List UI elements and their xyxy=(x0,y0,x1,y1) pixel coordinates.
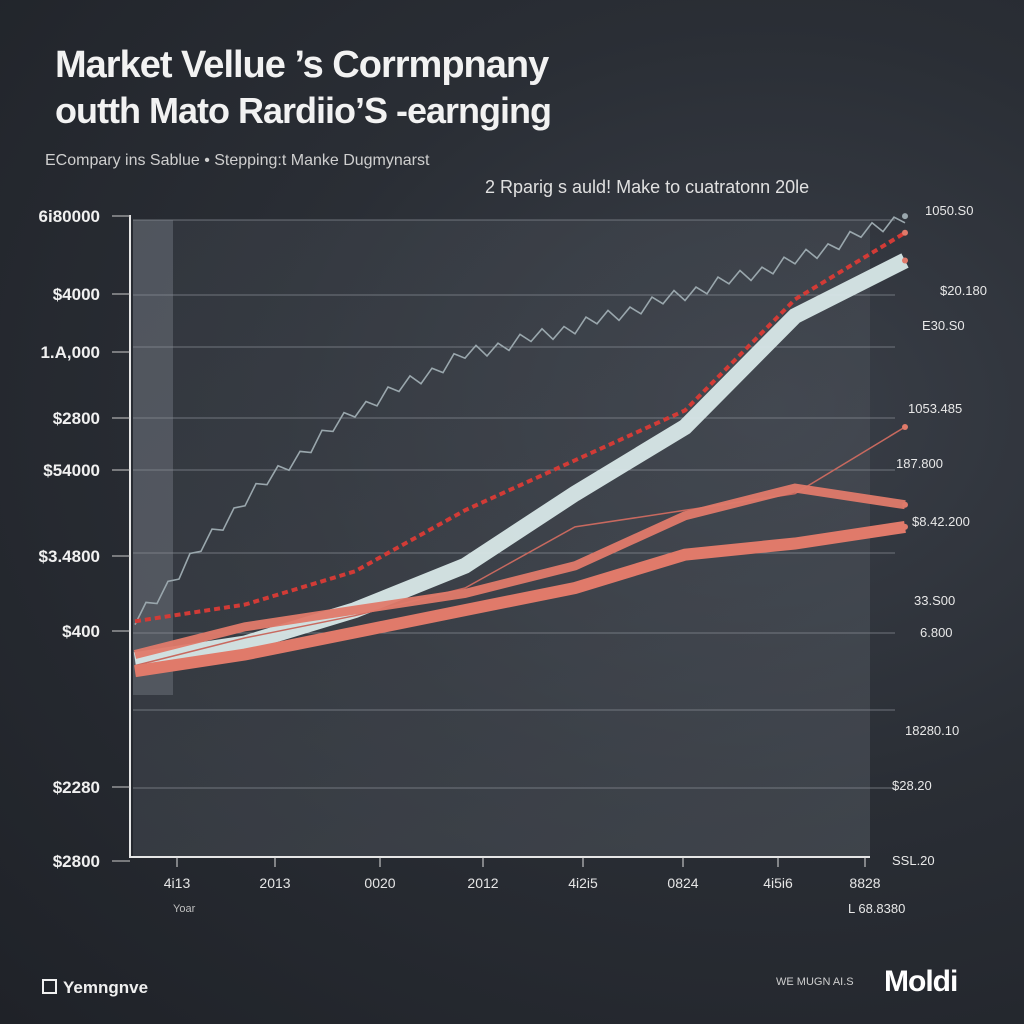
box-icon xyxy=(42,979,57,994)
x-tick-label: 4i5i6 xyxy=(763,875,793,891)
brand-logo: Moldi xyxy=(884,965,958,998)
chart-note: 2 Rparig s auld! Make to cuatratonn 20le xyxy=(485,177,810,197)
y-tick-label: $2800 xyxy=(53,409,100,428)
series-line-gray xyxy=(134,216,906,625)
gridlines xyxy=(133,219,895,789)
x-axis-label: Yoar xyxy=(173,903,196,915)
series-line-salmon-upper xyxy=(133,483,906,659)
y-tick-label: $400 xyxy=(62,622,100,641)
x-tick-label: 2013 xyxy=(259,875,290,891)
series-end-point xyxy=(902,257,908,264)
right-value-label: 1050.S0 xyxy=(925,203,973,218)
x-tick-label: 4i2i5 xyxy=(568,875,598,891)
footer-left-text: Yemngnve xyxy=(63,978,149,997)
series-line-red-dashed xyxy=(134,231,907,624)
y-tick-label: $2280 xyxy=(53,778,100,797)
footer-tagline: WE MUGN AI.S xyxy=(776,976,854,988)
y-tick-label: $2800 xyxy=(53,852,100,871)
series-line-light-band xyxy=(133,253,909,669)
y-tick-label: $4000 xyxy=(53,285,100,304)
y-tick-label: $54000 xyxy=(43,461,100,480)
series-end-point xyxy=(902,501,908,508)
right-value-label: SSL.20 xyxy=(892,853,935,868)
left-highlight-band xyxy=(133,220,173,695)
y-tick-label: 6i80000 xyxy=(39,207,100,226)
chart-subtitle: ECompary ins Sablue • Stepping:t Manke D… xyxy=(45,152,430,169)
x-tick-label: 2012 xyxy=(467,875,498,891)
series-line-salmon-lower xyxy=(134,520,906,678)
y-tick-label: $3.4800 xyxy=(39,547,100,566)
right-value-label: 18280.10 xyxy=(905,723,959,738)
series-end-point xyxy=(902,424,908,430)
right-value-label: E30.S0 xyxy=(922,318,965,333)
right-value-label: $8.42.200 xyxy=(912,514,970,529)
series-end-point xyxy=(902,523,908,530)
right-value-label: 33.S00 xyxy=(914,593,955,608)
series-end-point xyxy=(902,213,908,220)
right-value-label: L 68.8380 xyxy=(848,901,905,916)
chart-title-line-1: Market Vellue ’s Corrmpnany xyxy=(55,44,549,86)
footer-left-label: Yemngnve xyxy=(42,978,148,998)
y-tick-labels: 6i80000 $4000 1.A,000 $2800 $54000 $3.4800 $40… xyxy=(39,207,130,871)
right-value-labels: 1050.S0 $20.180 E30.S0 1053.485 187.800 $8.42… xyxy=(848,203,987,916)
right-value-label: $28.20 xyxy=(892,778,932,793)
y-tick-label: 1.A,000 xyxy=(40,343,100,362)
right-value-label: 6.800 xyxy=(920,625,953,640)
right-value-label: $20.180 xyxy=(940,283,987,298)
right-value-label: 1053.485 xyxy=(908,401,962,416)
x-tick-label: 8828 xyxy=(849,875,880,891)
series-end-point xyxy=(902,229,908,236)
x-tick-label: 0020 xyxy=(364,875,395,891)
chart-title-line-2: outth Mato Rardiio’S -earnging xyxy=(55,90,552,131)
x-tick-label: 4i13 xyxy=(164,875,191,891)
right-value-label: 187.800 xyxy=(896,456,943,471)
x-tick-labels: 4i13 2013 0020 2012 4i2i5 0824 4i5i6 8828 xyxy=(164,857,881,891)
series-layer xyxy=(133,213,909,678)
x-tick-label: 0824 xyxy=(667,875,698,891)
